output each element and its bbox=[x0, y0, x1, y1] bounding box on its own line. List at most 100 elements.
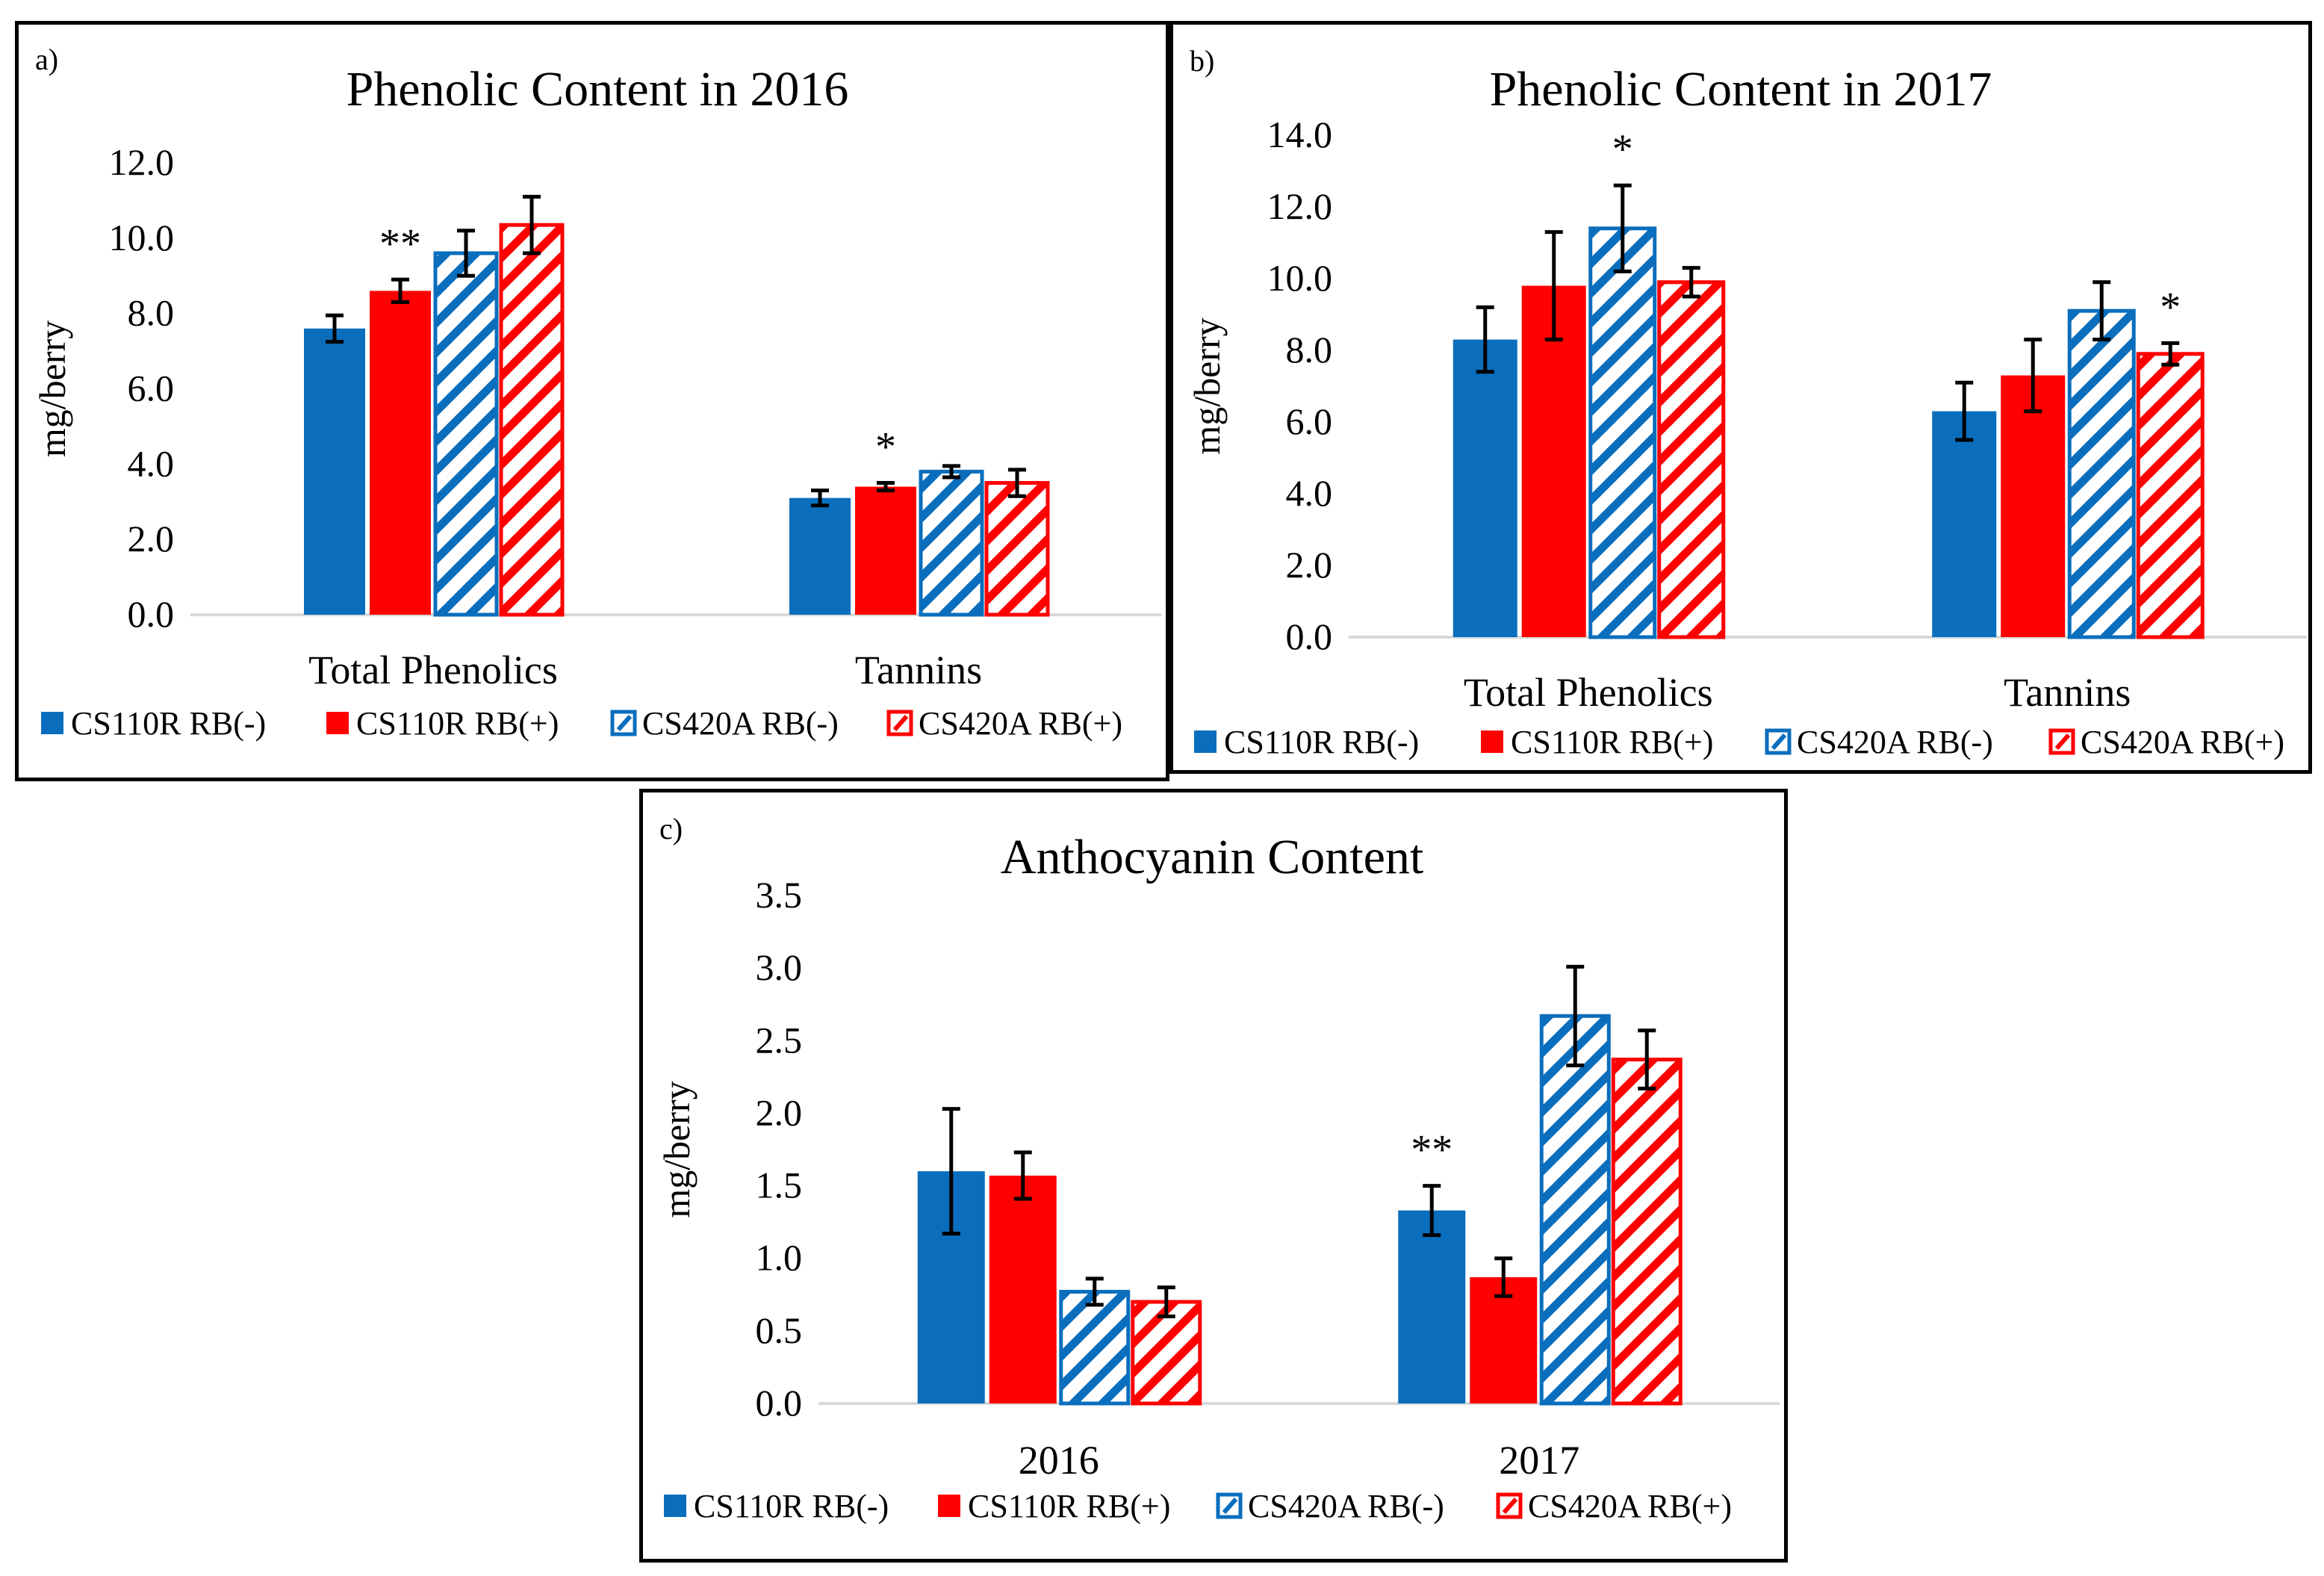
y-tick-label: 12.0 bbox=[109, 141, 175, 183]
y-axis-label: mg/berry bbox=[31, 320, 73, 457]
bar bbox=[1059, 1289, 1131, 1406]
y-axis-label: mg/berry bbox=[1186, 317, 1228, 454]
bar bbox=[984, 481, 1050, 617]
legend-label: CS110R RB(+) bbox=[356, 705, 559, 742]
panel-c: c) Anthocyanin Content 0.0 0.5 1.0 1.5 2.0 2.5 3… bbox=[639, 789, 1788, 1563]
chart-a: a) Phenolic Content in 2016 0.0 2.0 4.0 6.0 8.… bbox=[31, 43, 1161, 742]
legend-swatch-hatch bbox=[2054, 733, 2071, 750]
y-tick-label: 6.0 bbox=[128, 367, 175, 409]
legend-swatch-hatch bbox=[892, 715, 909, 731]
bar bbox=[855, 486, 916, 615]
bar bbox=[1611, 1058, 1683, 1406]
y-axis-label: mg/berry bbox=[656, 1081, 697, 1217]
y-tick-label: 0.0 bbox=[128, 593, 175, 635]
y-tick-label: 1.5 bbox=[756, 1164, 803, 1206]
legend-swatch bbox=[886, 710, 913, 736]
bar bbox=[1398, 1210, 1466, 1403]
legend-swatch-hatch bbox=[1771, 733, 1787, 750]
category-label: 2016 bbox=[1019, 1438, 1099, 1483]
bar bbox=[1131, 1300, 1202, 1406]
panel-label: a) bbox=[35, 43, 58, 76]
y-tick-label: 3.0 bbox=[756, 946, 803, 988]
chart-title: Anthocyanin Content bbox=[1001, 830, 1423, 884]
legend-swatch bbox=[664, 1495, 686, 1517]
bar bbox=[1470, 1276, 1538, 1403]
legend-swatch bbox=[326, 712, 349, 734]
panel-label: c) bbox=[659, 812, 683, 846]
panel-a: a) Phenolic Content in 2016 0.0 2.0 4.0 6.0 8.… bbox=[15, 21, 1169, 781]
bar bbox=[304, 328, 365, 615]
legend-swatch bbox=[1194, 730, 1217, 753]
bar bbox=[1521, 285, 1586, 637]
chart-c: c) Anthocyanin Content 0.0 0.5 1.0 1.5 2.0 2.5 3… bbox=[656, 812, 1780, 1524]
bar bbox=[2067, 308, 2136, 639]
legend-swatch bbox=[1481, 730, 1503, 753]
category-label: Total Phenolics bbox=[1464, 670, 1713, 715]
bar bbox=[1657, 280, 1726, 639]
bar bbox=[1588, 226, 1657, 639]
significance-marker: ** bbox=[379, 220, 421, 267]
category-label: Total Phenolics bbox=[308, 648, 558, 692]
y-tick-label: 0.5 bbox=[756, 1309, 803, 1351]
category-label: 2017 bbox=[1499, 1438, 1579, 1483]
y-tick-label: 2.5 bbox=[756, 1019, 803, 1061]
legend-swatch-hatch bbox=[616, 715, 633, 731]
y-tick-label: 1.0 bbox=[756, 1237, 803, 1279]
y-tick-label: 4.0 bbox=[1286, 472, 1333, 514]
legend-swatch bbox=[41, 712, 63, 734]
bar bbox=[433, 251, 499, 617]
legend-label: CS420A RB(-) bbox=[1248, 1488, 1444, 1524]
legend-label: CS420A RB(+) bbox=[1528, 1488, 1732, 1524]
bar bbox=[789, 497, 851, 615]
legend-label: CS110R RB(+) bbox=[968, 1488, 1170, 1524]
category-label: Tannins bbox=[2004, 670, 2131, 715]
bar bbox=[2001, 375, 2066, 637]
y-tick-label: 4.0 bbox=[128, 442, 175, 484]
bar bbox=[1932, 411, 1997, 637]
y-tick-label: 14.0 bbox=[1267, 114, 1333, 155]
y-tick-label: 0.0 bbox=[1286, 615, 1333, 657]
y-tick-label: 3.5 bbox=[756, 874, 803, 916]
legend-swatch-hatch bbox=[1222, 1498, 1238, 1514]
legend-swatch bbox=[1216, 1492, 1243, 1519]
y-tick-label: 12.0 bbox=[1267, 185, 1333, 227]
legend-swatch bbox=[2048, 728, 2075, 755]
legend-label: CS110R RB(-) bbox=[694, 1488, 889, 1524]
y-tick-label: 6.0 bbox=[1286, 400, 1333, 442]
bar bbox=[1452, 339, 1517, 637]
y-tick-label: 8.0 bbox=[128, 292, 175, 334]
legend-label: CS420A RB(+) bbox=[919, 705, 1122, 742]
legend-label: CS110R RB(-) bbox=[1224, 724, 1419, 760]
chart-title: Phenolic Content in 2017 bbox=[1490, 62, 1992, 117]
y-tick-label: 8.0 bbox=[1286, 329, 1333, 370]
panel-label: b) bbox=[1190, 44, 1214, 78]
legend-label: CS110R RB(+) bbox=[1511, 724, 1713, 760]
y-tick-label: 0.0 bbox=[756, 1382, 803, 1424]
bar bbox=[919, 469, 984, 617]
legend-swatch bbox=[1496, 1492, 1523, 1519]
y-tick-label: 2.0 bbox=[1286, 544, 1333, 586]
legend-label: CS420A RB(-) bbox=[642, 705, 839, 742]
legend-swatch bbox=[938, 1495, 960, 1517]
legend-swatch-hatch bbox=[1502, 1498, 1518, 1514]
bar bbox=[499, 223, 565, 617]
y-tick-label: 2.0 bbox=[756, 1091, 803, 1133]
bar bbox=[370, 291, 431, 615]
y-tick-label: 2.0 bbox=[128, 518, 175, 559]
category-label: Tannins bbox=[855, 648, 982, 692]
y-tick-label: 10.0 bbox=[109, 217, 175, 258]
significance-marker: ** bbox=[1411, 1127, 1452, 1173]
legend-label: CS420A RB(+) bbox=[2081, 724, 2284, 760]
chart-title: Phenolic Content in 2016 bbox=[347, 62, 849, 117]
chart-b: b) Phenolic Content in 2017 0.0 2.0 4.0 6.0 8.… bbox=[1186, 44, 2307, 760]
legend-label: CS110R RB(-) bbox=[71, 705, 266, 742]
y-tick-label: 10.0 bbox=[1267, 257, 1333, 299]
bar bbox=[2136, 352, 2205, 639]
bar bbox=[989, 1175, 1057, 1403]
legend-label: CS420A RB(-) bbox=[1797, 724, 1993, 760]
significance-marker: * bbox=[875, 424, 896, 471]
panel-b: b) Phenolic Content in 2017 0.0 2.0 4.0 6.0 8.… bbox=[1169, 21, 2312, 774]
significance-marker: * bbox=[2160, 284, 2181, 330]
bar bbox=[1539, 1014, 1611, 1406]
significance-marker: * bbox=[1612, 126, 1633, 173]
